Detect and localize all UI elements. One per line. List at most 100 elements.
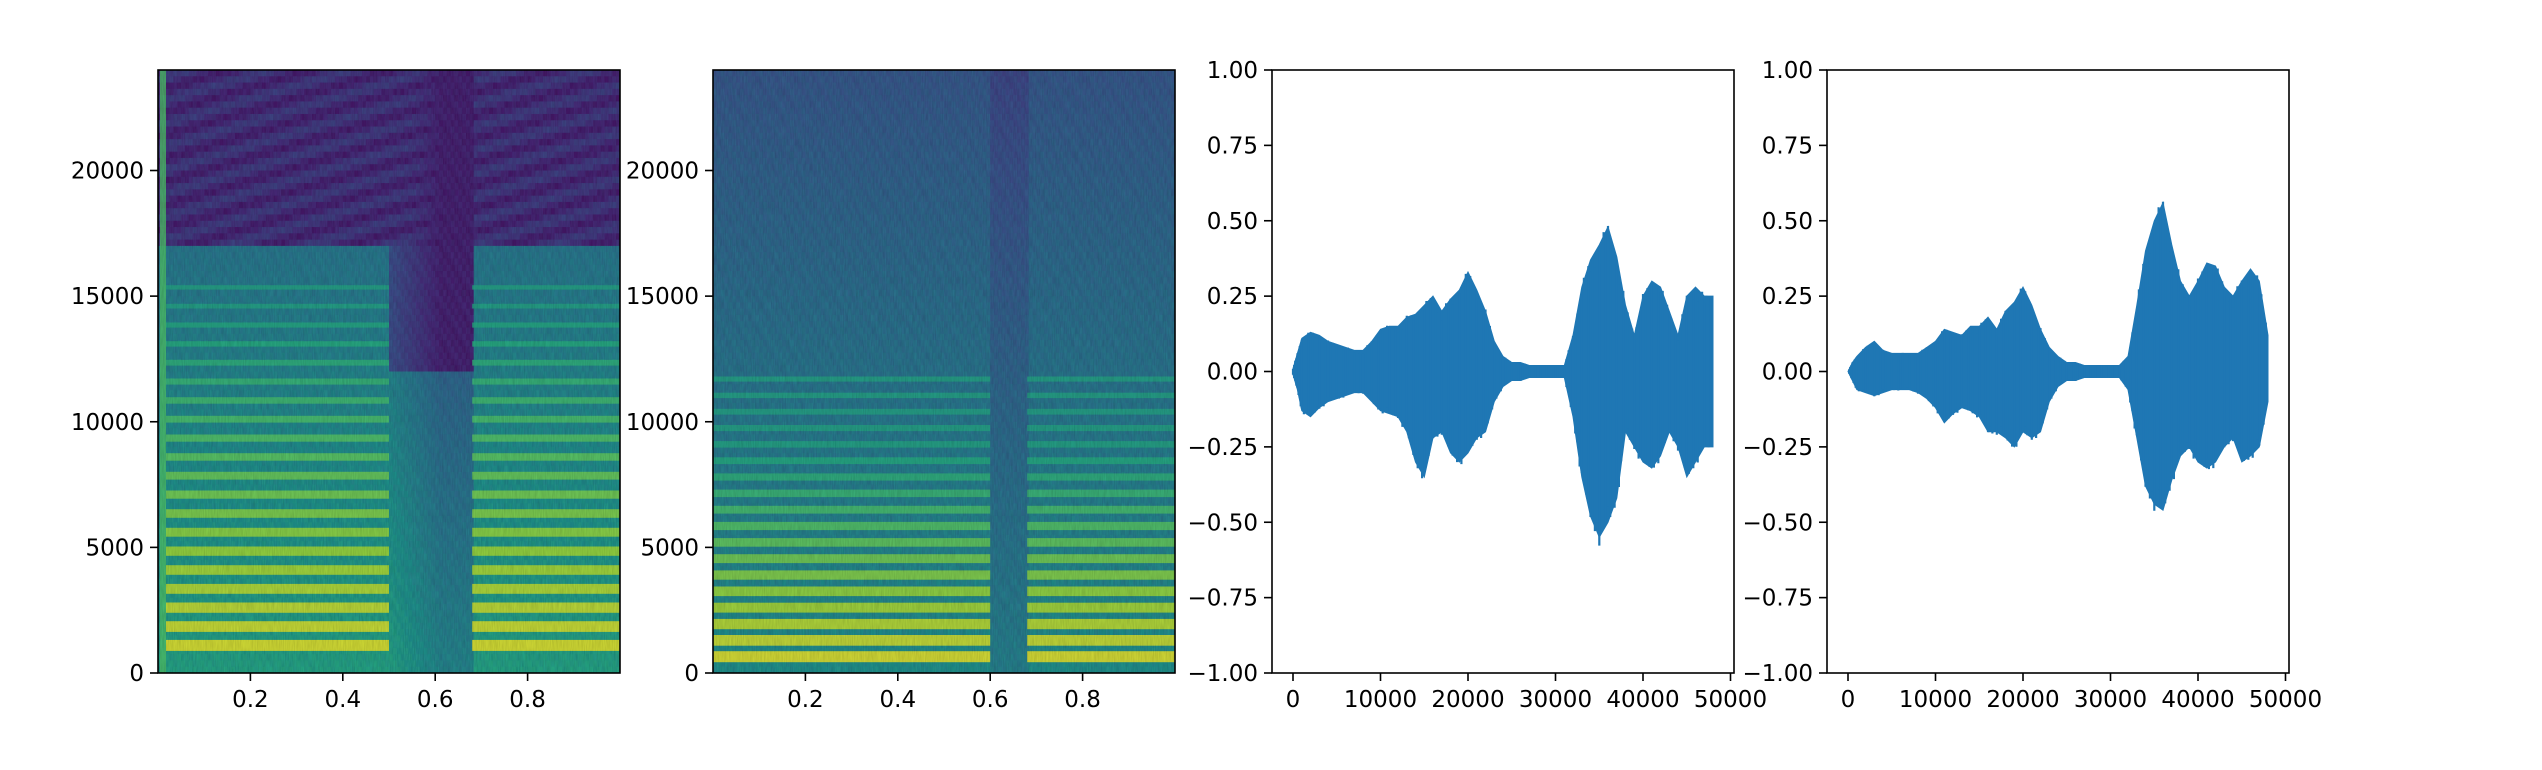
spectrogram-cell (288, 578, 294, 586)
spectrogram-cell (196, 145, 201, 153)
spectrogram-cell (300, 629, 305, 636)
spectrogram-cell (242, 384, 248, 391)
spectrogram-cell (269, 553, 275, 561)
spectrogram-cell (246, 578, 251, 586)
spectrogram-cell (300, 553, 305, 561)
spectrogram-cell (235, 132, 240, 140)
spectrogram-cell (208, 233, 213, 241)
spectrogram-cell (173, 126, 178, 134)
spectrogram-cell (354, 113, 359, 121)
spectrogram-cell (211, 126, 217, 134)
spectrogram-cell (184, 189, 190, 197)
spectrogram-cell (250, 126, 255, 134)
spectrogram-cell (261, 227, 267, 234)
spectrogram-cell (200, 635, 205, 643)
spectrogram-cell (312, 484, 317, 492)
spectrogram-cell (235, 515, 240, 523)
spectrogram-cell (258, 440, 263, 448)
spectrogram-cell (273, 252, 278, 260)
spectrogram-cell (242, 515, 248, 523)
spectrogram-cell (350, 126, 355, 134)
spectrogram-cell (335, 70, 340, 77)
spectrogram-cell (196, 107, 201, 115)
spectrogram-cell (231, 308, 236, 316)
spectrogram-cell (335, 95, 340, 103)
spectrogram-cell (208, 390, 213, 398)
spectrogram-cell (181, 610, 186, 618)
spectrogram-cell (227, 515, 232, 523)
spectrogram-cell (308, 120, 313, 128)
spectrogram-cell (208, 446, 213, 454)
spectrogram-cell (173, 289, 178, 297)
spectrogram-cell (192, 559, 198, 567)
spectrogram-cell (342, 352, 348, 360)
spectrogram-cell (331, 113, 336, 121)
spectrogram-cell (215, 522, 221, 530)
spectrogram-cell (204, 264, 209, 272)
spectrogram-cell (215, 201, 221, 209)
spectrogram-cell (342, 465, 348, 473)
spectrogram-cell (285, 484, 290, 492)
spectrogram-cell (254, 384, 259, 391)
spectrogram-cell (285, 201, 290, 209)
spectrogram-cell (323, 541, 328, 548)
spectrogram-cell (335, 421, 340, 429)
spectrogram-cell (308, 597, 313, 605)
spectrogram-cell (315, 497, 321, 505)
spectrogram-cell (231, 352, 236, 360)
spectrogram-cell (315, 660, 321, 668)
spectrogram-cell (223, 666, 228, 673)
spectrogram-cell (258, 446, 263, 454)
spectrogram-cell (165, 465, 171, 473)
spectrogram-cell (181, 327, 186, 335)
spectrogram-cell (254, 402, 259, 410)
spectrogram-cell (331, 515, 336, 523)
spectrogram-cell (327, 371, 332, 379)
spectrogram-cell (165, 95, 171, 103)
spectrogram-cell (246, 522, 251, 530)
spectrogram-cell (208, 195, 213, 203)
spectrogram-cell (335, 553, 340, 561)
spectrogram-cell (281, 515, 286, 523)
spectrogram-cell (304, 465, 309, 473)
spectrogram-cell (331, 446, 336, 454)
spectrogram-cell (254, 629, 259, 636)
spectrogram-cell (319, 289, 325, 297)
spectrogram-cell (173, 647, 178, 655)
spectrogram-cell (315, 515, 321, 523)
spectrogram-cell (177, 459, 182, 467)
spectrogram-cell (219, 515, 225, 523)
spectrogram-cell (173, 151, 178, 159)
spectrogram-cell (254, 195, 259, 203)
spectrogram-cell (350, 327, 355, 335)
spectrogram-cell (277, 591, 282, 599)
spectrogram-cell (204, 271, 209, 278)
spectrogram-cell (312, 233, 317, 241)
spectrogram-cell (327, 465, 332, 473)
spectrogram-cell (215, 390, 221, 398)
spectrogram-cell (181, 139, 186, 146)
spectrogram-cell (219, 76, 225, 84)
spectrogram-cell (338, 484, 344, 492)
spectrogram-cell (315, 559, 321, 567)
spectrogram-cell (188, 139, 194, 146)
spectrogram-cell (235, 333, 240, 341)
spectrogram-cell (200, 277, 205, 285)
spectrogram-cell (200, 164, 205, 172)
spectrogram-cell (227, 164, 232, 172)
spectrogram-cell (196, 647, 201, 655)
spectrogram-cell (281, 666, 286, 673)
spectrogram-cell (223, 440, 228, 448)
spectrogram-cell (261, 289, 267, 297)
spectrogram-cell (292, 296, 298, 304)
spectrogram-cell (177, 384, 182, 391)
spectrogram-cell (331, 428, 336, 435)
spectrogram-cell (184, 384, 190, 391)
spectrogram-cell (327, 541, 332, 548)
spectrogram-cell (184, 88, 190, 96)
spectrogram-cell (331, 145, 336, 153)
spectrogram-cell (211, 277, 217, 285)
spectrogram-cell (258, 541, 263, 548)
spectrogram-cell (292, 120, 298, 128)
spectrogram-cell (242, 534, 248, 542)
